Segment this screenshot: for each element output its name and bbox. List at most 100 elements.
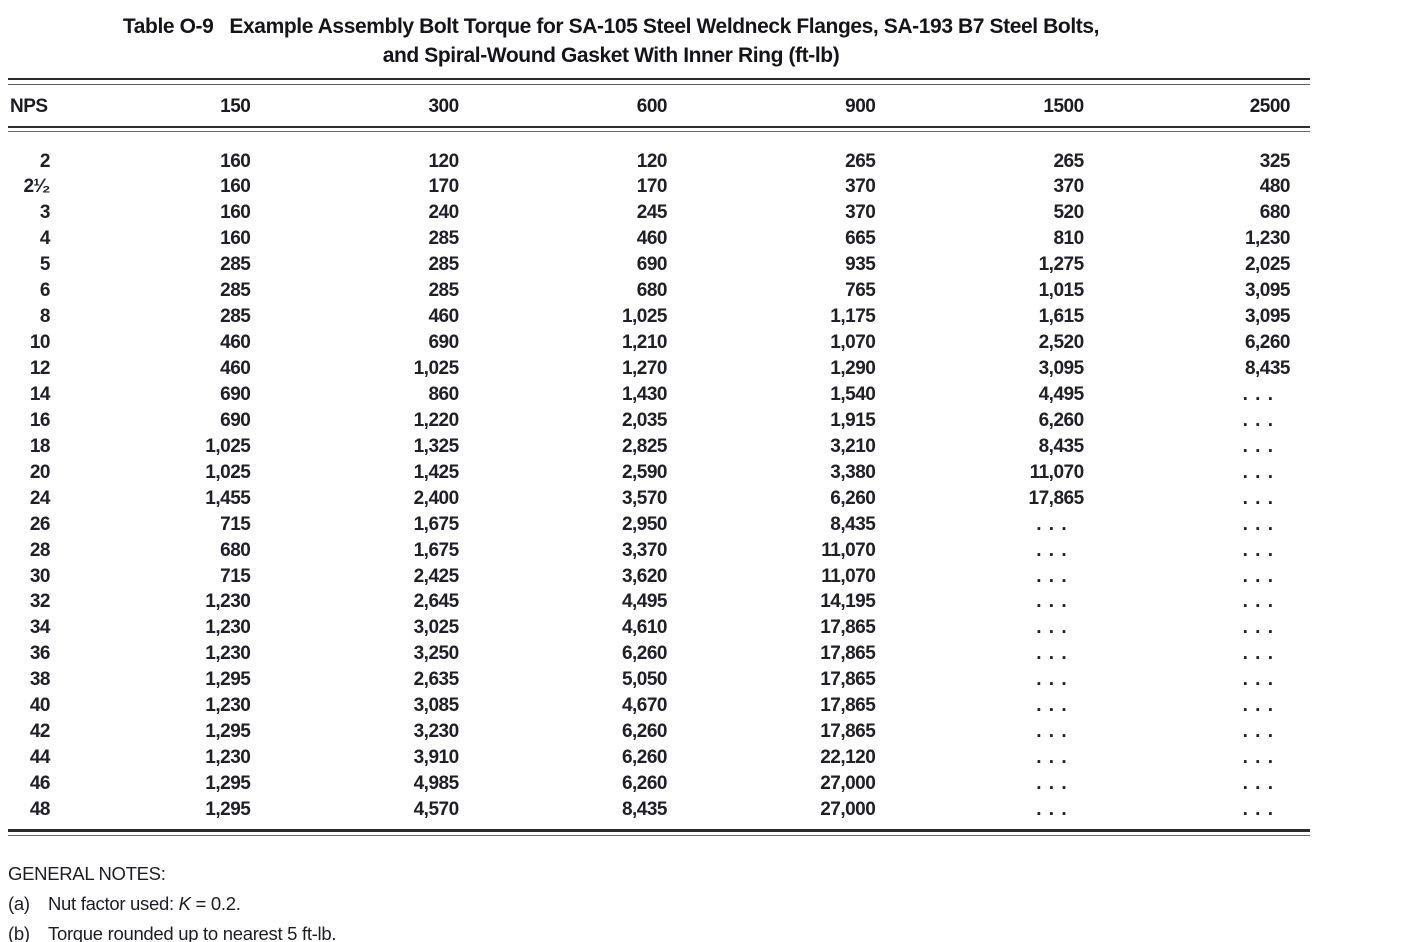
torque-cell: 2,520 (1038, 332, 1085, 354)
torque-cell: . . . (1242, 695, 1274, 717)
torque-cell: 11,070 (1029, 461, 1085, 483)
column-header: 600 (636, 95, 668, 117)
torque-cell: 325 (1259, 150, 1291, 172)
torque-cell: 14,195 (820, 591, 876, 613)
torque-cell: 3,620 (621, 565, 668, 587)
torque-cell: 1,675 (413, 539, 460, 561)
torque-cell: 245 (636, 202, 668, 224)
torque-cell: 1,025 (621, 306, 668, 328)
table-row: 5 285 285 690 935 1,275 2,025 (8, 252, 1310, 278)
torque-cell: 4,495 (1038, 383, 1085, 405)
torque-cell: 935 (845, 254, 876, 276)
torque-cell: 3,025 (413, 617, 460, 639)
torque-cell: 1,025 (205, 461, 251, 483)
torque-cell: . . . (1242, 643, 1274, 665)
table-row: 42 1,295 3,230 6,260 17,865 . . . . . . (8, 719, 1310, 745)
torque-cell: 1,295 (205, 669, 251, 691)
torque-cell: 1,295 (205, 721, 251, 743)
torque-cell: 690 (220, 383, 251, 405)
torque-cell: 3,095 (1244, 280, 1291, 302)
table-row: 46 1,295 4,985 6,260 27,000 . . . . . . (8, 771, 1310, 797)
torque-cell: . . . (1242, 747, 1274, 769)
table-row: 44 1,230 3,910 6,260 22,120 . . . . . . (8, 745, 1310, 771)
torque-cell: 285 (220, 280, 251, 302)
torque-cell: 715 (220, 565, 251, 587)
torque-cell: 1,230 (205, 695, 251, 717)
torque-cell: . . . (1036, 798, 1068, 820)
torque-cell: 460 (220, 358, 251, 379)
torque-cell: 1,025 (205, 435, 251, 457)
torque-cell: . . . (1036, 643, 1068, 665)
torque-cell: 2,035 (621, 409, 668, 431)
torque-cell: 460 (220, 332, 251, 354)
nps-cell: 6 (39, 280, 51, 302)
general-notes-header: GENERAL NOTES: (8, 862, 166, 884)
torque-cell: 2,400 (413, 487, 460, 509)
torque-cell: 765 (845, 280, 876, 302)
table-row: 10 460 690 1,210 1,070 2,520 6,260 (8, 330, 1310, 356)
torque-cell: 1,425 (413, 461, 460, 483)
torque-cell: 2,425 (413, 565, 460, 587)
table-row: 2 160 120 120 265 265 325 (8, 149, 1310, 175)
torque-cell: 3,095 (1244, 306, 1291, 328)
nps-cell: 44 (29, 747, 51, 769)
torque-cell: 1,025 (413, 358, 460, 379)
torque-cell: 460 (636, 228, 668, 250)
torque-cell: 2,825 (621, 435, 668, 457)
nps-cell: 18 (29, 435, 51, 457)
table-label: Table O-9 (122, 15, 214, 38)
torque-cell: . . . (1036, 669, 1068, 691)
torque-cell: 3,095 (1038, 358, 1085, 379)
table-title-text: Example Assembly Bolt Torque for SA-105 … (229, 15, 1100, 38)
torque-cell: . . . (1242, 539, 1274, 561)
torque-cell: . . . (1036, 539, 1068, 561)
torque-cell: 160 (220, 228, 251, 250)
torque-cell: 170 (636, 176, 668, 198)
torque-cell: . . . (1242, 383, 1274, 405)
column-header: 150 (220, 95, 251, 117)
general-notes: GENERAL NOTES: (a) Nut factor used: K = 0… (8, 859, 1310, 942)
torque-cell: 11,070 (821, 565, 876, 587)
torque-cell: 285 (220, 254, 251, 276)
torque-cell: 1,295 (205, 798, 251, 820)
torque-cell: 4,985 (413, 773, 460, 794)
nps-cell: 10 (29, 332, 51, 354)
torque-cell: . . . (1242, 773, 1274, 794)
table-container: Table O-9 Example Assembly Bolt Torque fo… (8, 0, 1310, 942)
torque-cell: 3,250 (413, 643, 460, 665)
torque-cell: 1,615 (1038, 306, 1085, 328)
torque-cell: . . . (1242, 409, 1274, 431)
torque-cell: 4,570 (413, 798, 460, 820)
torque-cell: 2,025 (1244, 254, 1291, 276)
torque-cell: 665 (845, 228, 876, 250)
torque-cell: 22,120 (820, 747, 876, 769)
torque-cell: 6,260 (1038, 409, 1085, 431)
torque-cell: 1,210 (621, 332, 668, 354)
table-bottom-rule (8, 828, 1310, 836)
torque-cell: 1,455 (205, 487, 251, 509)
torque-cell: . . . (1036, 617, 1068, 639)
nps-cell: 2¹⁄₂ (23, 176, 50, 198)
torque-cell: . . . (1036, 591, 1068, 613)
table-title-line2: and Spiral-Wound Gasket With Inner Ring … (382, 44, 840, 67)
nps-cell: 42 (29, 721, 51, 743)
torque-cell: 1,175 (830, 306, 876, 328)
torque-cell: . . . (1036, 773, 1068, 794)
torque-cell: 285 (428, 280, 459, 302)
torque-cell: 265 (1053, 150, 1084, 172)
torque-cell: 17,865 (820, 695, 876, 717)
nps-cell: 40 (29, 695, 51, 717)
table-row: 20 1,025 1,425 2,590 3,380 11,070 . . . (8, 460, 1310, 486)
torque-cell: 8,435 (1038, 435, 1085, 457)
table-caption: Table O-9 Example Assembly Bolt Torque fo… (8, 0, 1214, 70)
header-row: NPS 150 300 600 900 1500 2500 (8, 85, 1310, 126)
table-row: 26 715 1,675 2,950 8,435 . . . . . . (8, 512, 1310, 538)
torque-cell: 3,910 (413, 747, 460, 769)
table-row: 40 1,230 3,085 4,670 17,865 . . . . . . (8, 693, 1310, 719)
torque-cell: 160 (220, 176, 251, 198)
torque-cell: . . . (1036, 513, 1068, 535)
torque-cell: 3,210 (830, 435, 876, 457)
torque-cell: 27,000 (820, 798, 876, 820)
torque-cell: 160 (220, 150, 251, 172)
